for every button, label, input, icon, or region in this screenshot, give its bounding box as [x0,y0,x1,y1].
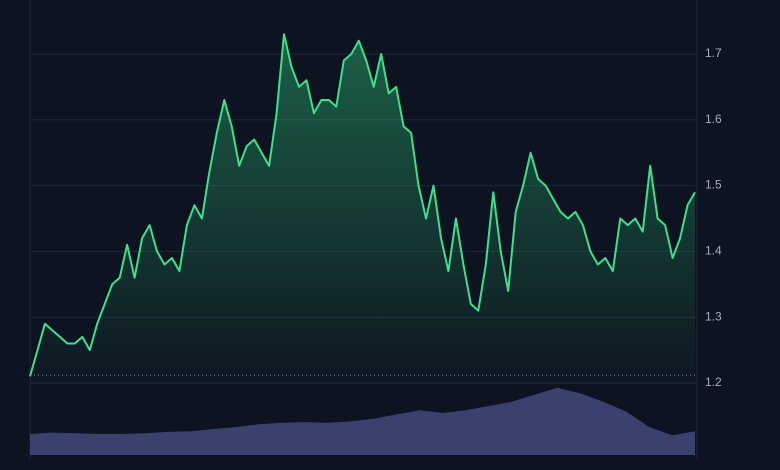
volume-area [30,387,695,455]
price-line [29,33,696,377]
y-tick-label: 1.4 [705,244,722,258]
price-area [30,34,695,383]
y-tick-label: 1.6 [705,112,722,126]
y-tick-label: 1.7 [705,46,722,60]
y-tick-label: 1.3 [705,309,722,323]
y-tick-label: 1.5 [705,178,722,192]
y-tick-label: 1.2 [705,375,722,389]
